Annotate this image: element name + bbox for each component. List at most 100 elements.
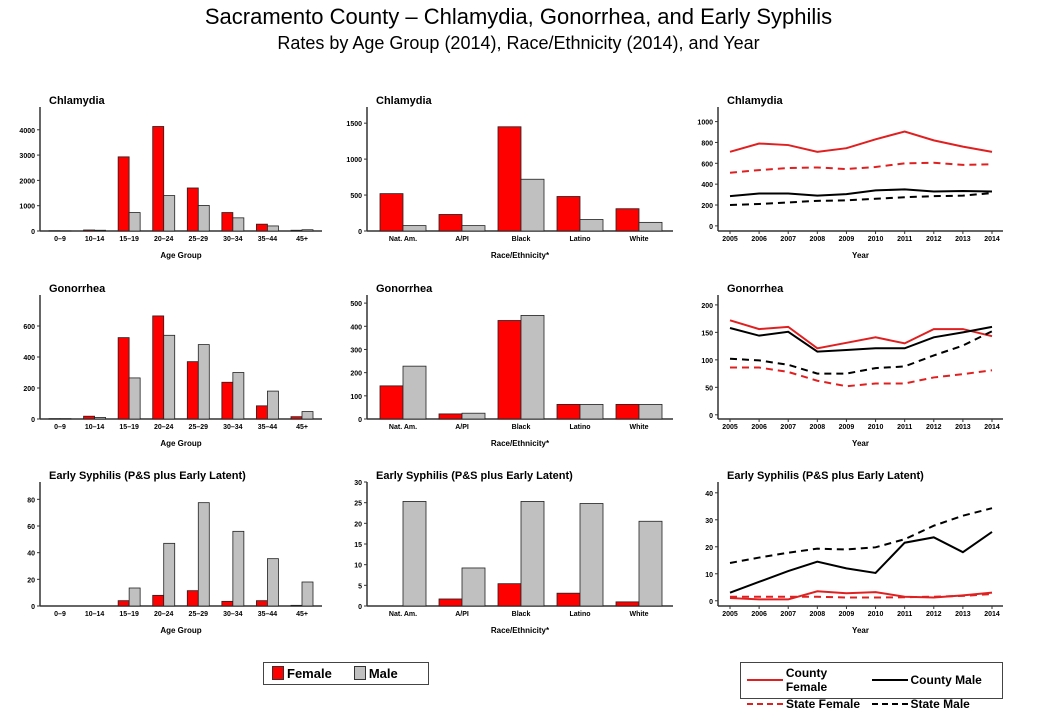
y-tick-label: 20 — [354, 521, 362, 528]
chart-title: Gonorrhea — [376, 283, 433, 295]
x-tick-label: 45+ — [296, 424, 308, 431]
x-tick-label: 35–44 — [258, 424, 278, 431]
y-tick-label: 5 — [358, 583, 362, 590]
bar-female-white — [616, 602, 639, 606]
y-tick-label: 0 — [358, 229, 362, 236]
x-tick-label: 20–24 — [154, 424, 174, 431]
y-tick-label: 1000 — [697, 120, 713, 127]
x-tick-label: 2006 — [751, 424, 767, 431]
x-tick-label: 0–9 — [54, 236, 66, 243]
y-tick-label: 0 — [358, 417, 362, 424]
bar-male-20-24 — [164, 335, 175, 419]
x-tick-label: Latino — [570, 424, 591, 431]
x-tick-label: 2007 — [780, 424, 796, 431]
bar-female-10-14 — [84, 230, 95, 231]
x-tick-label: 45+ — [296, 236, 308, 243]
x-tick-label: 2006 — [751, 611, 767, 618]
x-axis-label: Race/Ethnicity* — [491, 439, 550, 448]
y-tick-label: 40 — [27, 551, 35, 558]
chart-title: Gonorrhea — [727, 283, 784, 295]
bar-female-30-34 — [222, 382, 233, 419]
y-tick-label: 3000 — [19, 153, 35, 160]
x-tick-label: 2010 — [868, 236, 884, 243]
bar-male-45+ — [302, 230, 313, 231]
y-tick-label: 0 — [709, 413, 713, 420]
bar-female-20-24 — [153, 126, 164, 231]
chart-title: Early Syphilis (P&S plus Early Latent) — [727, 470, 924, 482]
bar-male-15-19 — [129, 213, 140, 231]
y-tick-label: 15 — [354, 542, 362, 549]
bar-female-nat-am- — [380, 386, 403, 419]
bar-female-30-34 — [222, 601, 233, 606]
x-tick-label: 2007 — [780, 611, 796, 618]
x-tick-label: Latino — [570, 236, 591, 243]
y-tick-label: 2000 — [19, 178, 35, 185]
y-tick-label: 4000 — [19, 128, 35, 135]
y-tick-label: 1500 — [346, 121, 362, 128]
bar-male-a-pi — [462, 568, 485, 606]
bar-male-black — [521, 179, 544, 231]
x-tick-label: 2011 — [897, 236, 912, 243]
bar-female-15-19 — [118, 338, 129, 419]
bar-female-20-24 — [153, 316, 164, 419]
chart-title: Chlamydia — [49, 95, 106, 107]
y-tick-label: 600 — [701, 161, 713, 168]
legend-label-county-male: County Male — [911, 673, 982, 687]
x-tick-label: A/PI — [455, 611, 469, 618]
y-tick-label: 200 — [350, 371, 362, 378]
y-tick-label: 400 — [23, 355, 35, 362]
x-axis-label: Race/Ethnicity* — [491, 626, 550, 635]
x-tick-label: 2009 — [839, 236, 855, 243]
y-tick-label: 800 — [701, 140, 713, 147]
x-tick-label: A/PI — [455, 236, 469, 243]
bar-male-45+ — [302, 582, 313, 606]
bar-male-white — [639, 404, 662, 419]
bar-female-45+ — [291, 605, 302, 606]
x-tick-label: 10–14 — [85, 611, 105, 618]
legend-label-state-female: State Female — [786, 697, 860, 711]
bar-male-45+ — [302, 412, 313, 419]
x-tick-label: 2006 — [751, 236, 767, 243]
bar-female-latino — [557, 593, 580, 606]
bar-female-white — [616, 404, 639, 419]
bar-legend: Female Male — [263, 662, 429, 685]
bar-female-25-29 — [187, 362, 198, 419]
bar-male-a-pi — [462, 226, 485, 231]
line-state-male — [730, 508, 992, 563]
x-tick-label: 2009 — [839, 611, 855, 618]
bar-male-black — [521, 315, 544, 419]
bar-female-white — [616, 209, 639, 231]
bar-female-45+ — [291, 417, 302, 419]
y-tick-label: 30 — [705, 518, 713, 525]
bar-male-nat-am- — [403, 226, 426, 231]
x-tick-label: 2011 — [897, 611, 912, 618]
legend-item-county-male: County Male — [872, 666, 997, 694]
legend-item-female: Female — [272, 666, 332, 681]
x-axis-label: Age Group — [160, 439, 201, 448]
bar-female-black — [498, 584, 521, 606]
bar-male-white — [639, 521, 662, 606]
x-tick-label: Black — [512, 611, 531, 618]
y-tick-label: 500 — [350, 301, 362, 308]
x-tick-label: White — [629, 424, 648, 431]
bar-female-45+ — [291, 230, 302, 231]
x-tick-label: 2012 — [926, 236, 942, 243]
x-tick-label: 25–29 — [189, 424, 209, 431]
x-tick-label: 35–44 — [258, 236, 278, 243]
legend-label-male: Male — [369, 666, 398, 681]
x-tick-label: 2012 — [926, 424, 942, 431]
y-tick-label: 500 — [350, 193, 362, 200]
bar-female-35-44 — [256, 406, 267, 419]
x-tick-label: 35–44 — [258, 611, 278, 618]
y-tick-label: 0 — [31, 229, 35, 236]
bar-male-35-44 — [267, 559, 278, 606]
chart-title: Chlamydia — [376, 95, 433, 107]
x-axis-label: Age Group — [160, 626, 201, 635]
y-tick-label: 20 — [27, 577, 35, 584]
x-tick-label: 30–34 — [223, 236, 243, 243]
x-tick-label: Latino — [570, 611, 591, 618]
line-legend: County Female County Male State Female S… — [740, 662, 1003, 699]
